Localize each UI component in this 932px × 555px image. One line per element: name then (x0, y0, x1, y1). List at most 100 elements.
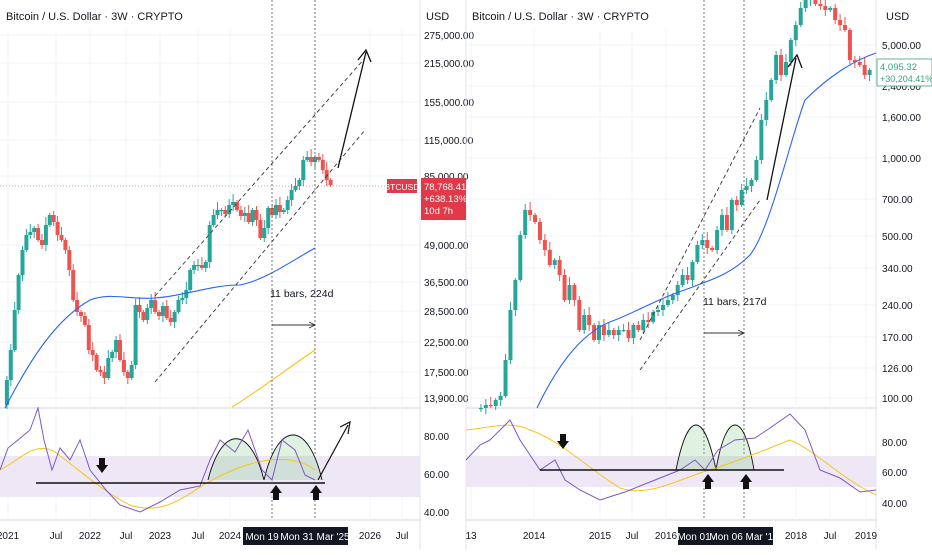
candle-body (196, 265, 200, 267)
price-tick-label: 215,000.00 (424, 59, 474, 70)
candle-body (754, 160, 759, 180)
candle-body (258, 220, 263, 238)
date-marker-label: Mon 06 Mar '17 (709, 532, 779, 543)
candle-body (246, 213, 251, 222)
candle-body (215, 210, 220, 215)
candle-body (94, 355, 99, 370)
candle-body (82, 316, 87, 325)
up-arrow-marker (310, 485, 322, 500)
candle-body (28, 232, 33, 235)
time-tick-label: Jul (626, 531, 639, 542)
time-tick-label: Jul (396, 531, 409, 542)
time-axis[interactable]: 13 2014 2015 Jul 2016 2018 Jul 2019 Mon 01 AugMo… (465, 527, 878, 545)
symbol-badge (387, 179, 417, 193)
candle-body (847, 30, 852, 60)
price-axis[interactable]: 5,000.00 2,400.00 1,600.00 1,000.00 700.00 50… (882, 41, 921, 510)
candle-body (557, 260, 562, 275)
candle-body (20, 250, 25, 275)
time-tick-label: Jul (192, 531, 205, 542)
candle-body (157, 312, 161, 316)
price-tick-label: 126.00 (882, 364, 913, 375)
candle-body (316, 157, 321, 160)
candle-body (160, 306, 165, 316)
rsi-projection-arrow (317, 420, 351, 481)
rsi-band (466, 456, 876, 487)
date-marker-badge (715, 527, 773, 545)
price-value: 78,768.41 (424, 182, 466, 193)
candle-body (328, 180, 333, 185)
time-tick-label: 2023 (149, 531, 172, 542)
candle-body (793, 25, 798, 40)
right-chart-panel[interactable]: Bitcoin / U.S. Dollar · 3W · CRYPTO USD … (465, 0, 921, 550)
rsi-signal-line (465, 424, 877, 496)
candle-body (254, 210, 259, 220)
grid-lines (0, 30, 420, 520)
candle-body (631, 325, 636, 338)
candle-body (493, 400, 498, 406)
price-tick-label: 5,000.00 (882, 41, 921, 52)
candle-body (277, 205, 282, 212)
projection-arrow (337, 48, 372, 169)
candle-body (783, 62, 788, 75)
candle-body (297, 180, 302, 186)
channel-line (154, 57, 366, 297)
candle-body (180, 298, 185, 300)
date-marker-badge (282, 527, 348, 545)
candle-body (172, 312, 177, 322)
candle-body (862, 65, 867, 75)
candle-body (43, 225, 48, 245)
candle-body (219, 210, 224, 212)
overlays: 11 bars, 224d (4, 0, 372, 520)
candle-body (207, 225, 212, 262)
candle-body (59, 235, 64, 240)
candle-body (690, 262, 695, 280)
moving-average-line (536, 52, 877, 409)
rsi-line (465, 413, 877, 501)
candle-body (114, 340, 119, 352)
rsi-line (0, 406, 316, 513)
price-axis[interactable]: 275,000.00 215,000.00 155,000.00 115,000.00… (424, 31, 474, 519)
price-tick-label: 17,500.00 (424, 368, 469, 379)
candle-body (16, 275, 21, 310)
candle-body (36, 228, 41, 240)
candle-body (803, 0, 808, 8)
date-marker-label: Mon 19 Aug (245, 532, 298, 543)
candle-body (98, 370, 103, 372)
candle-body (798, 8, 803, 25)
candle-body (828, 8, 833, 10)
candle-body (779, 55, 784, 75)
price-tick-label: 170.00 (882, 333, 913, 344)
bar-countdown: 10d 7h (424, 206, 453, 217)
left-chart-panel[interactable]: Bitcoin / U.S. Dollar · 3W · CRYPTO USD … (0, 0, 474, 550)
price-tick-label: 49,000.00 (424, 241, 469, 252)
candle-body (483, 405, 488, 408)
candle-body (552, 260, 557, 265)
price-tick-label: 85,000.00 (424, 172, 469, 183)
candle-body (818, 4, 823, 6)
bars-annotation: 11 bars, 224d (270, 288, 334, 300)
candle-body (153, 300, 158, 312)
moving-average-line (4, 247, 316, 409)
currency-label: USD (886, 11, 909, 23)
candle-body (660, 305, 665, 310)
candle-body (313, 157, 317, 162)
candle-body (203, 262, 208, 268)
candle-body (488, 405, 493, 407)
time-tick-label: 2019 (855, 531, 878, 542)
price-tick-label: 13,900.00 (424, 394, 469, 405)
candle-body (587, 315, 592, 325)
rsi-tick-label: 40.00 (882, 499, 907, 510)
candle-body (665, 300, 670, 305)
candle-body (508, 310, 513, 360)
price-tick-label: 36,500.00 (424, 278, 469, 289)
channel-line (639, 199, 761, 371)
overlays: 11 bars, 217d (536, 0, 877, 520)
candle-body (242, 213, 247, 216)
price-change: +638.13% (424, 194, 468, 205)
candle-body (833, 8, 838, 20)
time-axis[interactable]: 2021 Jul 2022 Jul 2023 Jul 2024 2026 Jul Mon 19 A… (0, 527, 408, 545)
candle-body (680, 275, 685, 285)
candle-body (118, 340, 122, 360)
candle-body (227, 205, 232, 214)
